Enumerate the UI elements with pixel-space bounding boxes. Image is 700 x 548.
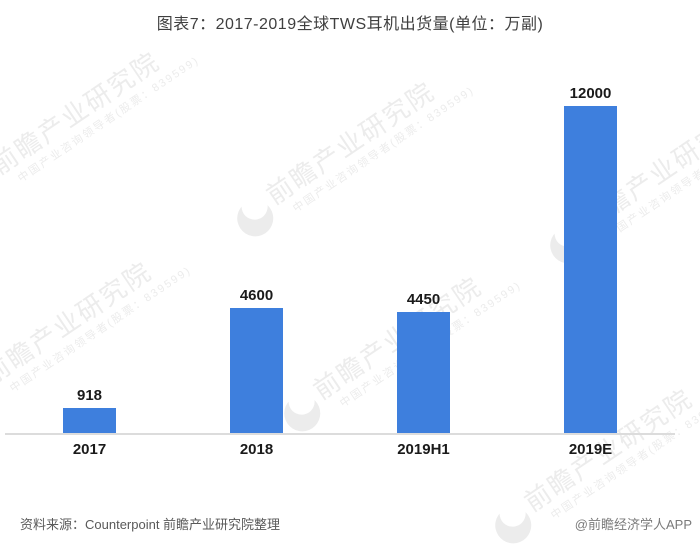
bar-2019E: [564, 106, 617, 433]
bar-2018: [230, 308, 283, 433]
category-label: 2019E: [568, 441, 613, 458]
bar-2017: [63, 408, 116, 433]
chart-title: 图表7：2017-2019全球TWS耳机出货量(单位：万副): [156, 16, 544, 33]
bar-value-label: 918: [76, 387, 103, 404]
bar-value-label: 4600: [239, 287, 274, 304]
bar-2019H1: [397, 312, 450, 433]
category-label: 2017: [72, 441, 107, 458]
category-label: 2018: [239, 441, 274, 458]
bar-value-label: 12000: [569, 85, 612, 102]
credit-note: @前瞻经济学人APP: [574, 517, 692, 532]
source-note: 资料来源：Counterpoint 前瞻产业研究院整理: [20, 517, 281, 532]
category-label: 2019H1: [397, 441, 450, 458]
x-axis-line: [5, 433, 675, 435]
bar-value-label: 4450: [406, 291, 441, 308]
